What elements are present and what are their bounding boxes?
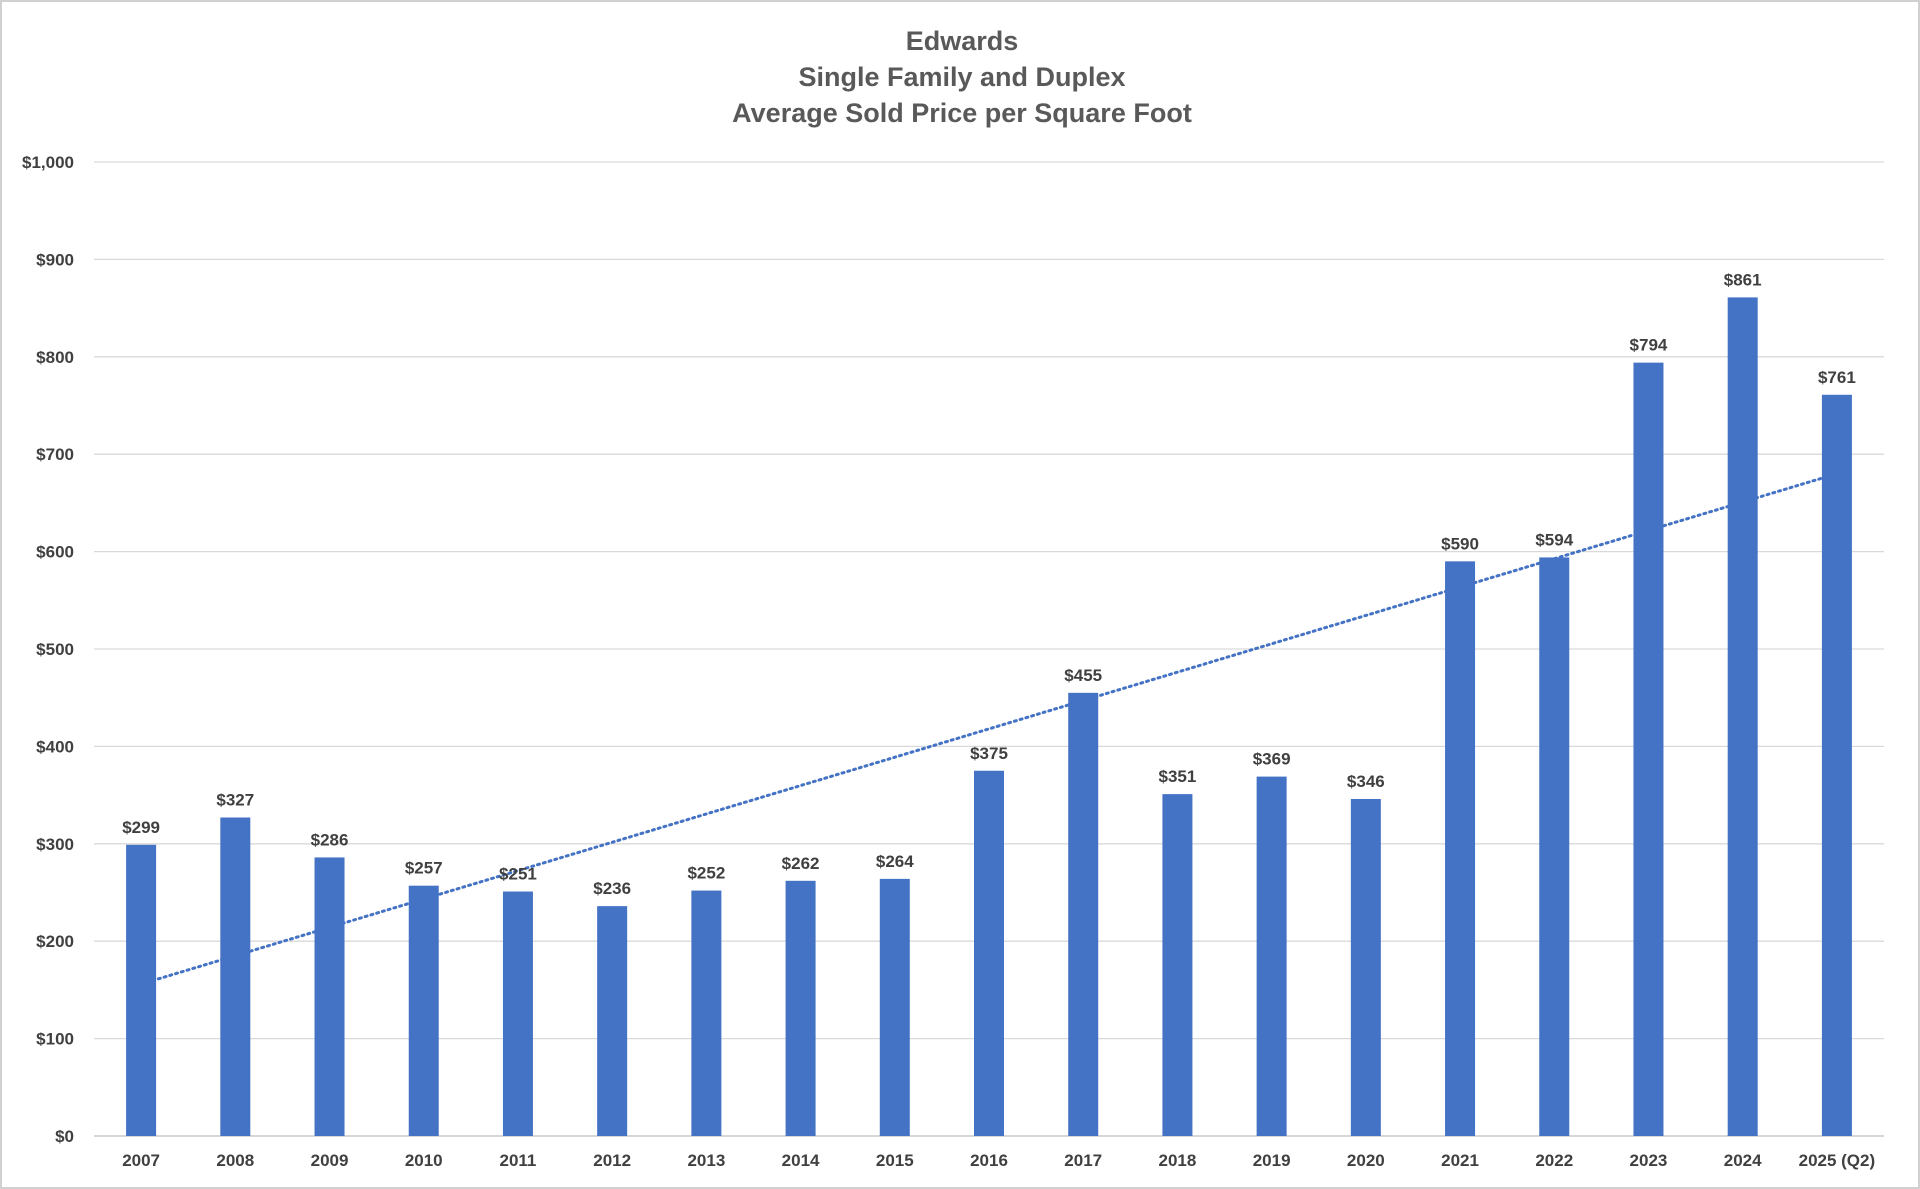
y-tick-label: $100 xyxy=(36,1030,74,1049)
bar-2008 xyxy=(220,817,251,1136)
x-tick-label: 2012 xyxy=(593,1151,631,1170)
bars xyxy=(126,297,1852,1136)
y-tick-label: $1,000 xyxy=(22,153,74,172)
bar-2012 xyxy=(597,906,628,1136)
x-tick-label: 2025 (Q2) xyxy=(1799,1151,1876,1170)
bar-2017 xyxy=(1068,692,1099,1136)
x-tick-label: 2018 xyxy=(1159,1151,1197,1170)
chart-title-line-3: Average Sold Price per Square Foot xyxy=(732,98,1192,128)
bar-2023 xyxy=(1633,362,1664,1136)
data-label: $327 xyxy=(216,791,254,810)
y-tick-label: $700 xyxy=(36,445,74,464)
y-tick-label: $800 xyxy=(36,348,74,367)
data-label: $251 xyxy=(499,865,537,884)
x-tick-label: 2010 xyxy=(405,1151,443,1170)
bar-2011 xyxy=(502,891,533,1136)
x-tick-label: 2019 xyxy=(1253,1151,1291,1170)
bar-2025-Q2 xyxy=(1821,394,1852,1136)
bar-2007 xyxy=(126,844,157,1136)
data-label: $594 xyxy=(1535,530,1573,549)
bar-2018 xyxy=(1162,794,1193,1136)
y-tick-label: $300 xyxy=(36,835,74,854)
y-tick-label: $400 xyxy=(36,737,74,756)
data-label: $264 xyxy=(876,852,914,871)
data-label: $455 xyxy=(1064,666,1102,685)
x-tick-label: 2022 xyxy=(1535,1151,1573,1170)
bar-2016 xyxy=(974,770,1004,1136)
x-tick-label: 2023 xyxy=(1630,1151,1668,1170)
data-label: $351 xyxy=(1159,767,1197,786)
data-labels: $299 $327 $286 $257 $251 $236 $252 $262 $264 $375… xyxy=(122,270,1856,898)
data-label: $299 xyxy=(122,818,160,837)
data-label: $252 xyxy=(687,864,725,883)
bar-2022 xyxy=(1539,557,1570,1136)
data-label: $286 xyxy=(311,830,349,849)
bar-2024 xyxy=(1727,297,1758,1136)
x-tick-label: 2007 xyxy=(122,1151,160,1170)
y-axis-tick-labels: $0 $100 $200 $300 $400 $500 $600 $700 $800 $900 $1… xyxy=(22,153,74,1146)
bar-2009 xyxy=(314,857,345,1136)
x-tick-label: 2015 xyxy=(876,1151,914,1170)
data-label: $761 xyxy=(1818,368,1856,387)
data-label: $369 xyxy=(1253,750,1291,769)
bar-2010 xyxy=(408,885,439,1136)
y-tick-label: $500 xyxy=(36,640,74,659)
data-label: $346 xyxy=(1347,772,1385,791)
x-tick-label: 2014 xyxy=(782,1151,820,1170)
data-label: $794 xyxy=(1630,336,1668,355)
linear-trendline xyxy=(139,472,1839,986)
x-tick-label: 2016 xyxy=(970,1151,1008,1170)
data-label: $257 xyxy=(405,859,443,878)
data-label: $236 xyxy=(593,879,631,898)
x-tick-label: 2013 xyxy=(687,1151,725,1170)
gridlines xyxy=(94,161,1884,1137)
bar-2019 xyxy=(1256,776,1287,1136)
chart-title-line-1: Edwards xyxy=(906,26,1019,56)
bar-2020 xyxy=(1350,798,1381,1136)
y-tick-label: $0 xyxy=(55,1127,74,1146)
x-tick-label: 2017 xyxy=(1064,1151,1102,1170)
x-tick-label: 2011 xyxy=(500,1151,537,1170)
x-tick-label: 2009 xyxy=(311,1151,349,1170)
y-tick-label: $900 xyxy=(36,250,74,269)
x-axis-tick-labels: 2007 2008 2009 2010 2011 2012 2013 2014 2015 2016… xyxy=(122,1151,1875,1170)
chart-title-line-2: Single Family and Duplex xyxy=(798,62,1125,92)
x-tick-label: 2008 xyxy=(216,1151,254,1170)
bar-2015 xyxy=(879,878,910,1136)
data-label: $375 xyxy=(970,744,1008,763)
trendline xyxy=(139,472,1839,986)
data-label: $590 xyxy=(1441,534,1479,553)
bar-2013 xyxy=(691,890,722,1136)
data-label: $861 xyxy=(1724,270,1762,289)
x-tick-label: 2021 xyxy=(1441,1151,1479,1170)
bar-2014 xyxy=(785,880,816,1136)
chart-title: Edwards Single Family and Duplex Average S… xyxy=(732,26,1192,128)
data-label: $262 xyxy=(782,854,820,873)
bar-2021 xyxy=(1445,561,1476,1136)
x-tick-label: 2020 xyxy=(1347,1151,1385,1170)
y-tick-label: $200 xyxy=(36,932,74,951)
y-tick-label: $600 xyxy=(36,543,74,562)
x-tick-label: 2024 xyxy=(1724,1151,1762,1170)
